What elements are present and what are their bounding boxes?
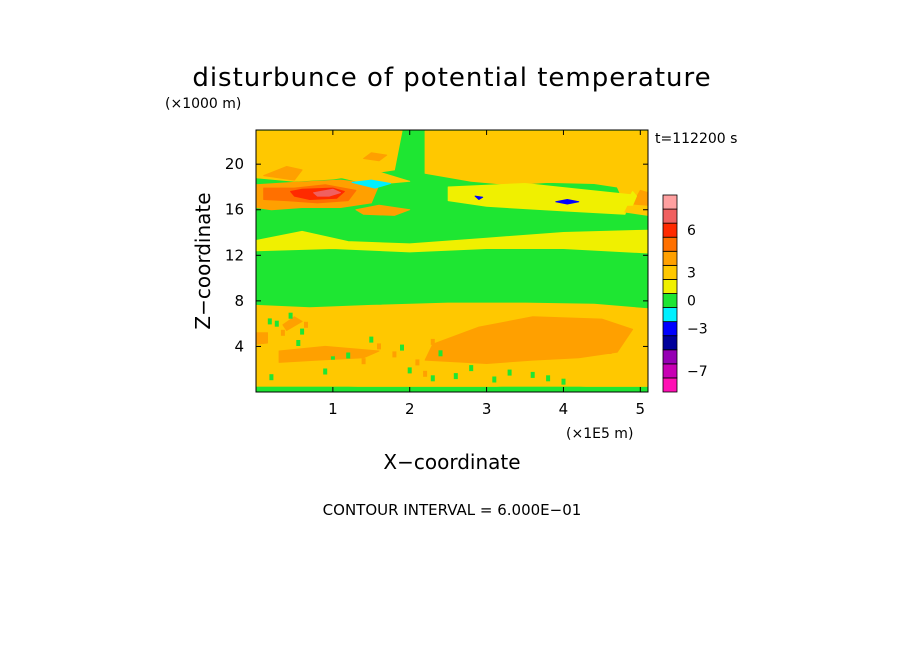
colorbar-swatch — [662, 363, 678, 379]
contour-region — [282, 316, 303, 331]
time-label: t=112200 s — [655, 131, 737, 147]
contour-speck — [584, 332, 589, 338]
x-axis-label: X−coordinate — [383, 450, 520, 474]
contour-speck — [469, 365, 474, 372]
y-unit-label: (×1000 m) — [165, 96, 241, 112]
contour-speck — [546, 375, 551, 382]
y-tick-label: 4 — [234, 337, 244, 355]
x-tick-label: 3 — [482, 400, 492, 418]
contour-speck — [346, 352, 351, 359]
contour-speck — [607, 348, 612, 354]
contour-speck — [330, 353, 335, 360]
contour-region — [474, 195, 484, 200]
contour-speck — [300, 328, 305, 335]
contour-speck — [430, 375, 435, 382]
contour-region — [256, 229, 648, 254]
contour-speck — [296, 351, 301, 358]
colorbar-label: 0 — [687, 294, 696, 310]
contour-speck — [284, 353, 289, 360]
x-tick-label: 4 — [559, 400, 569, 418]
y-tick-label: 12 — [225, 246, 244, 264]
contour-speck — [288, 312, 293, 319]
contour-speck — [530, 371, 535, 378]
contour-region — [424, 130, 648, 211]
colorbar-swatch — [662, 279, 678, 294]
colorbar-label: −7 — [687, 364, 708, 380]
chart-title: disturbunce of potential temperature — [192, 63, 711, 93]
contour-speck — [423, 370, 428, 377]
contour-speck — [507, 369, 512, 376]
x-tick-label: 5 — [636, 400, 646, 418]
contour-region — [363, 152, 388, 162]
y-axis-label: Z−coordinate — [191, 192, 215, 329]
y-tick-label: 8 — [234, 292, 244, 310]
contour-region — [263, 166, 303, 181]
contour-speck — [369, 336, 374, 343]
x-tick-label: 1 — [328, 400, 338, 418]
contour-field — [256, 130, 648, 392]
colorbar-swatch — [662, 194, 678, 210]
contour-region — [447, 183, 634, 215]
contour-speck — [267, 318, 272, 325]
colorbar-swatch — [662, 377, 678, 393]
x-tick-label: 2 — [405, 400, 415, 418]
contour-speck — [438, 350, 443, 357]
contour-speck — [407, 367, 412, 374]
colorbar-swatch — [662, 250, 678, 266]
contour-speck — [492, 376, 497, 383]
contour-speck — [430, 338, 435, 345]
contour-interval-label: CONTOUR INTERVAL = 6.000E−01 — [323, 501, 582, 519]
contour-speck — [453, 373, 458, 380]
contour-region — [351, 179, 391, 189]
contour-region — [624, 191, 637, 206]
contour-surface-band — [256, 386, 648, 392]
colorbar-swatch — [662, 222, 678, 238]
contour-speck — [392, 351, 397, 358]
contour-speck — [274, 320, 279, 327]
colorbar-swatch — [662, 349, 678, 365]
contour-region — [555, 199, 580, 205]
colorbar-swatch — [662, 307, 678, 323]
colorbar-swatch — [662, 264, 678, 280]
contour-region — [447, 216, 626, 227]
contour-region — [632, 189, 648, 206]
contour-speck — [296, 340, 301, 346]
contour-region — [278, 345, 380, 363]
y-tick-label: 20 — [225, 155, 244, 173]
contour-region — [355, 204, 411, 216]
contour-speck — [523, 336, 527, 343]
contour-speck — [377, 343, 381, 350]
contour-speck — [484, 345, 489, 352]
contour-speck — [461, 353, 466, 360]
colorbar-label: 3 — [687, 265, 696, 281]
contour-region — [313, 188, 341, 197]
contour-speck — [323, 368, 328, 375]
colorbar-swatch — [662, 208, 678, 224]
contour-region — [424, 316, 634, 364]
colorbar-swatch — [662, 335, 678, 351]
contour-speck — [304, 321, 308, 328]
contour-region — [256, 332, 268, 345]
y-tick-label: 16 — [225, 201, 244, 219]
colorbar-swatch — [662, 321, 678, 337]
contour-speck — [330, 350, 335, 357]
colorbar-label: −3 — [687, 322, 708, 338]
contour-speck — [400, 344, 404, 351]
colorbar-swatch — [662, 236, 678, 252]
contour-speck — [280, 329, 285, 336]
colorbar: −7 −3 0 3 6 — [662, 194, 708, 393]
contour-speck — [361, 358, 366, 365]
contour-speck — [569, 341, 574, 348]
contour-speck — [269, 374, 274, 381]
contour-speck — [561, 378, 566, 385]
plot-frame — [255, 129, 649, 393]
contour-speck — [415, 359, 420, 366]
colorbar-swatch — [662, 293, 678, 308]
colorbar-label: 6 — [687, 223, 696, 239]
x-unit-label: (×1E5 m) — [566, 426, 633, 442]
